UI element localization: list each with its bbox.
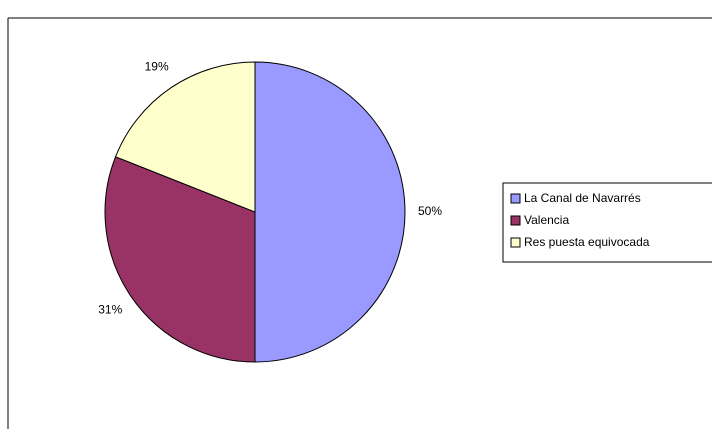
- legend-label: Res puesta equivocada: [524, 235, 650, 249]
- legend-label: La Canal de Navarrés: [524, 191, 641, 205]
- data-label: 19%: [145, 59, 169, 73]
- legend-swatch: [510, 193, 521, 204]
- legend-label: Valencia: [524, 213, 569, 227]
- data-label: 31%: [98, 303, 122, 317]
- pie-slice: [114, 61, 256, 213]
- legend-swatch: [510, 215, 521, 226]
- pie-slice: [254, 61, 406, 363]
- data-label: 50%: [418, 204, 442, 218]
- legend-swatch: [510, 237, 521, 248]
- legend-box: [502, 182, 712, 263]
- pie-slice: [104, 156, 256, 363]
